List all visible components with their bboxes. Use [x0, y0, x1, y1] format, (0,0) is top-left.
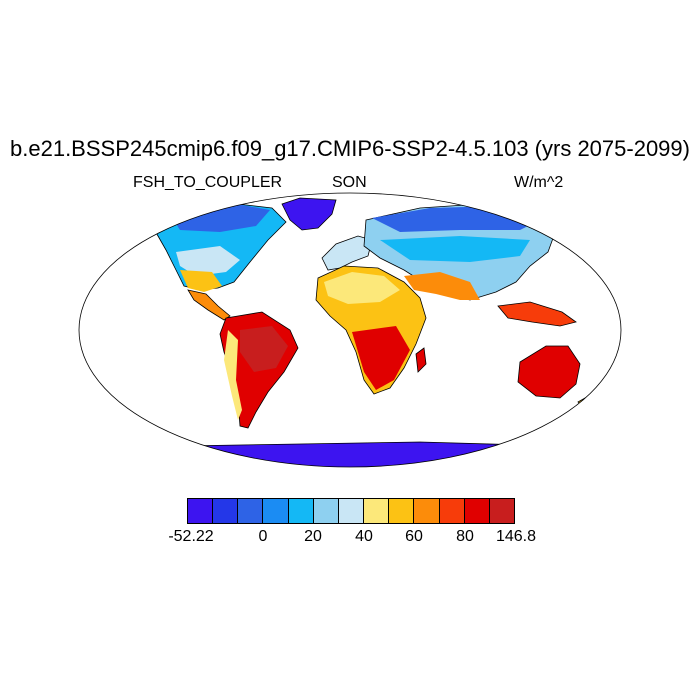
colorbar-box — [262, 498, 289, 524]
land-arabia-india — [404, 272, 480, 300]
colorbar-tick-label: 0 — [258, 528, 268, 545]
colorbar-tick-label: 146.8 — [495, 528, 537, 545]
land-antarctica — [79, 441, 621, 467]
colorbar-box — [438, 498, 465, 524]
season-label: SON — [332, 174, 367, 191]
colorbar-box — [287, 498, 314, 524]
colorbar-box — [237, 498, 264, 524]
colorbar-tick-label: 80 — [456, 528, 474, 545]
land-europe — [321, 235, 373, 271]
land-na-south — [180, 270, 222, 292]
land-australia — [517, 345, 581, 399]
units-label: W/m^2 — [514, 174, 564, 191]
land-madagascar — [415, 347, 427, 373]
colorbar — [187, 498, 516, 524]
plot-title: b.e21.BSSP245cmip6.f09_g17.CMIP6-SSP2-4.… — [10, 136, 690, 161]
map-border — [78, 192, 622, 468]
colorbar-box — [337, 498, 365, 524]
colorbar-tick-label: 60 — [405, 528, 423, 545]
colorbar-box — [488, 498, 516, 524]
land-greenland — [281, 197, 337, 231]
colorbar-box — [463, 498, 490, 524]
land-na-central — [176, 246, 240, 276]
colorbar-tick-label: -52.22 — [168, 528, 214, 545]
land-africa-sahara — [324, 272, 400, 304]
colorbar-box — [212, 498, 239, 524]
colorbar-box — [187, 498, 214, 524]
land-se-asia — [497, 301, 577, 327]
colorbar-box — [312, 498, 339, 524]
land-asia-mid — [380, 236, 530, 262]
colorbar-tick-label: 40 — [355, 528, 373, 545]
land-africa-south — [352, 326, 410, 390]
colorbar-box — [363, 498, 390, 524]
colorbar-box — [413, 498, 440, 524]
land-sa-andes — [224, 330, 242, 420]
colorbar-box — [388, 498, 415, 524]
colorbar-tick-label: 20 — [304, 528, 322, 545]
land-sa-interior — [240, 326, 288, 372]
variable-label: FSH_TO_COUPLER — [133, 174, 283, 191]
